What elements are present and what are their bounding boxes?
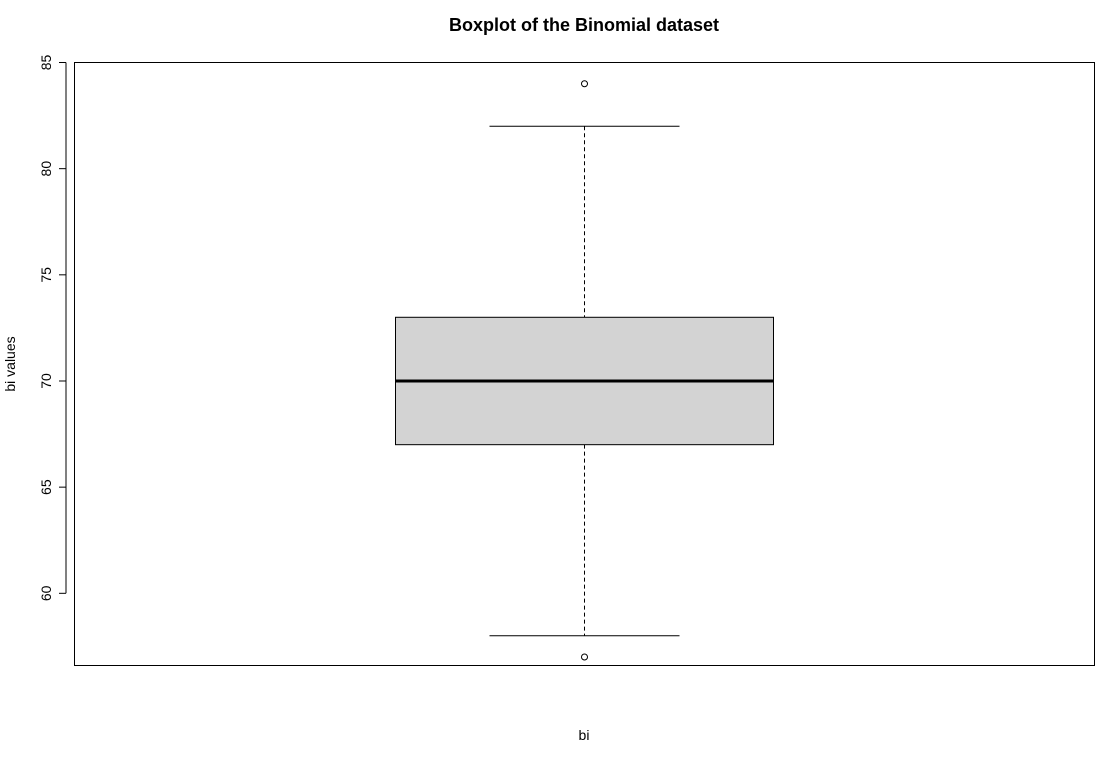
y-tick-label: 60	[38, 585, 54, 601]
chart-title: Boxplot of the Binomial dataset	[449, 15, 719, 35]
outlier-points	[581, 80, 588, 661]
y-axis-label: bi values	[2, 336, 18, 391]
y-axis-ticks: 60 65 70 75 80 85	[38, 55, 66, 601]
plot-area-frame	[74, 62, 1095, 666]
outlier-point	[581, 653, 588, 661]
outlier-point	[581, 80, 588, 88]
y-tick-label: 80	[38, 161, 54, 177]
y-tick-label: 75	[38, 267, 54, 283]
y-tick-label: 70	[38, 373, 54, 389]
x-axis-label: bi	[579, 727, 590, 743]
y-tick-label: 85	[38, 55, 54, 71]
y-tick-label: 65	[38, 479, 54, 495]
boxplot-group	[395, 80, 774, 661]
